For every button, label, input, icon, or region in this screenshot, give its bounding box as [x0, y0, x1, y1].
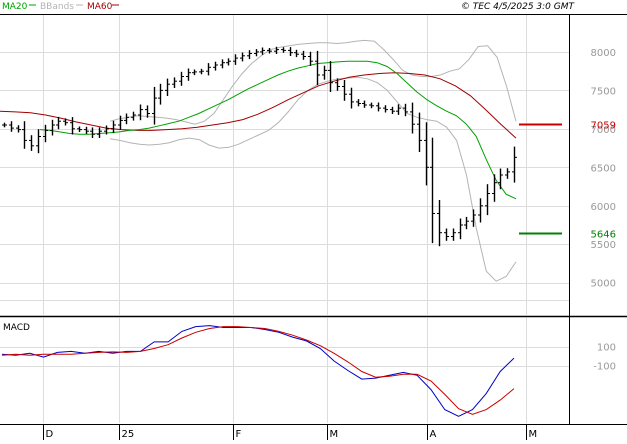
copyright-text: © TEC 4/5/2025 3:0 GMT: [461, 2, 576, 12]
price-series-layer: [0, 39, 517, 282]
price-axis: 5000 5500 6000 6500 7000 7500 8000: [591, 48, 616, 290]
price-tick-label: 7000: [591, 125, 616, 136]
ma20-line: [39, 60, 517, 200]
legend-bbands-label: BBands: [40, 2, 74, 12]
bbands-upper-line: [109, 39, 517, 125]
legend-ma60-label: MA60: [87, 2, 113, 12]
level-marker-label: 5646: [591, 230, 616, 241]
macd-tick-label: 100: [597, 343, 616, 354]
x-tick-label: 25: [122, 429, 135, 440]
macd-axis: 100 -100: [593, 343, 616, 373]
level-marker-label: 7059: [591, 121, 616, 132]
legend-ma20-label: MA20: [2, 2, 28, 12]
price-tick-label: 6000: [591, 202, 616, 213]
price-tick-label: 5500: [591, 240, 616, 251]
bbands-lower-line: [109, 76, 517, 282]
level-markers: 7059 5646: [519, 121, 616, 241]
price-tick-label: 7500: [591, 86, 616, 97]
macd-tick-label: -100: [593, 362, 616, 373]
price-grid: [0, 15, 569, 315]
chart-frames: [0, 14, 627, 425]
macd-grid: [0, 318, 569, 423]
x-tick-label: M: [330, 429, 339, 440]
price-tick-label: 5000: [591, 279, 616, 290]
x-tick-label: M: [529, 429, 538, 440]
x-axis: D 25 F M A M: [43, 424, 538, 440]
x-tick-label: F: [236, 429, 242, 440]
price-tick-label: 8000: [591, 48, 616, 59]
signal-line: [1, 326, 515, 415]
x-tick-label: D: [46, 429, 54, 440]
price-tick-label: 6500: [591, 163, 616, 174]
ma60-line: [0, 72, 517, 139]
macd-line: [1, 325, 515, 417]
header-legend: MA20 BBands MA60 © TEC 4/5/2025 3:0 GMT: [2, 2, 575, 12]
x-tick-label: A: [430, 429, 437, 440]
macd-title: MACD: [3, 323, 30, 333]
macd-series-layer: [1, 325, 515, 417]
